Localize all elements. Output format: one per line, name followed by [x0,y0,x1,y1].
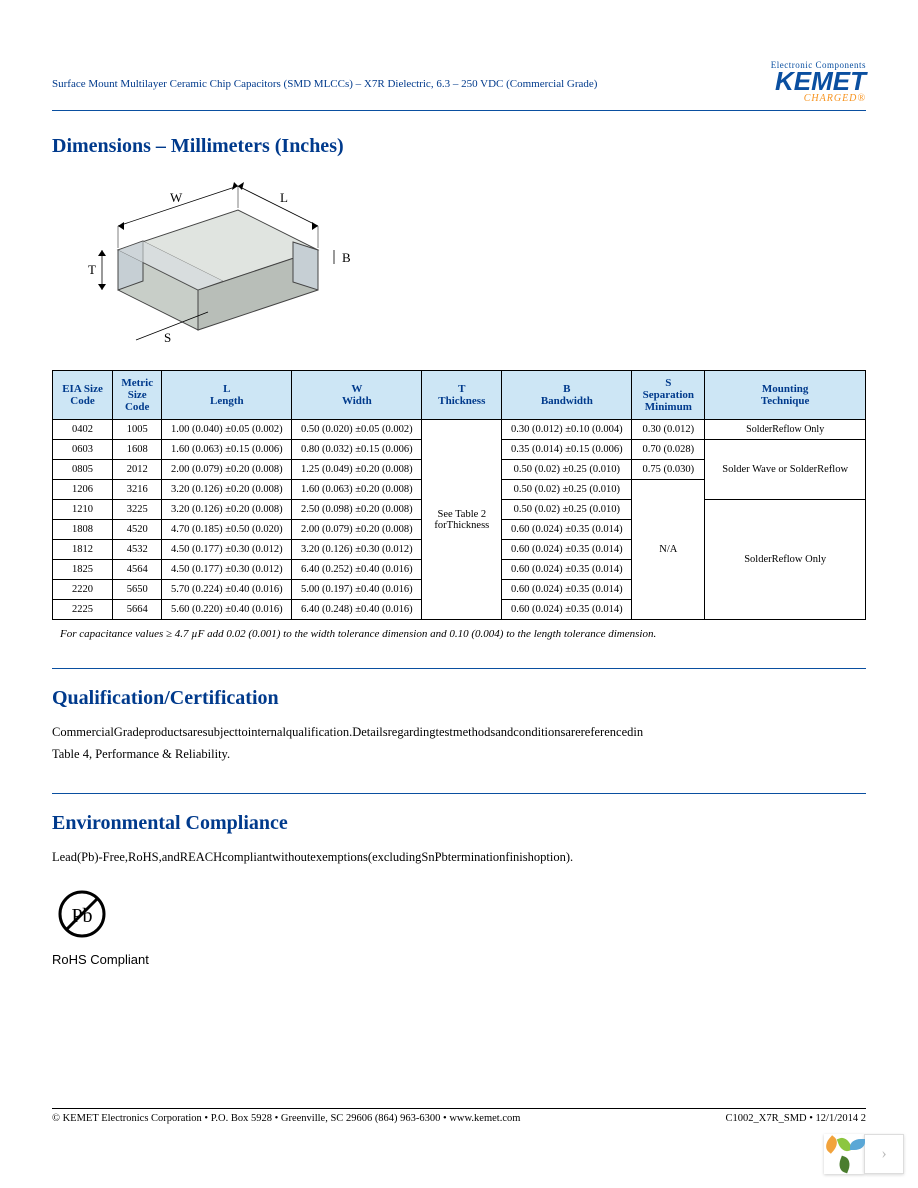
table-cell: 4564 [113,560,162,580]
dim-label-t: T [88,262,96,277]
table-cell: 0.50 (0.02) ±0.25 (0.010) [502,460,632,480]
table-cell: 1210 [53,500,113,520]
table-cell: 0603 [53,440,113,460]
environmental-text: Lead(Pb)-Free,RoHS,andREACHcompliantwith… [52,847,866,868]
table-cell: 4.50 (0.177) ±0.30 (0.012) [162,540,292,560]
table-cell: 6.40 (0.248) ±0.40 (0.016) [292,600,422,620]
table-cell: 5.70 (0.224) ±0.40 (0.016) [162,580,292,600]
table-cell: 3.20 (0.126) ±0.20 (0.008) [162,480,292,500]
qualification-heading: Qualification/Certification [52,687,866,710]
chip-diagram: W L T B S [58,170,358,360]
table-cell: 0.50 (0.02) ±0.25 (0.010) [502,500,632,520]
table-cell: 0.35 (0.014) ±0.15 (0.006) [502,440,632,460]
table-header: EIA SizeCode MetricSizeCode LLength WWid… [53,371,866,420]
table-row: 040210051.00 (0.040) ±0.05 (0.002)0.50 (… [53,420,866,440]
table-cell: 1.60 (0.063) ±0.20 (0.008) [292,480,422,500]
table-cell: 1808 [53,520,113,540]
table-cell: 2.00 (0.079) ±0.20 (0.008) [292,520,422,540]
table-footnote: For capacitance values ≥ 4.7 µF add 0.02… [60,628,866,640]
table-cell: 5650 [113,580,162,600]
rohs-block: Pb RoHS Compliant [52,886,866,967]
section-divider [52,793,866,794]
rohs-icon: Pb [52,886,112,946]
table-cell: SolderReflow Only [705,420,866,440]
footer-left: © KEMET Electronics Corporation • P.O. B… [52,1113,520,1124]
environmental-heading: Environmental Compliance [52,812,866,835]
table-cell: 0.50 (0.02) ±0.25 (0.010) [502,480,632,500]
col-width: WWidth [292,371,422,420]
document-subtitle: Surface Mount Multilayer Ceramic Chip Ca… [52,60,597,90]
table-cell: 2012 [113,460,162,480]
table-cell: 0.60 (0.024) ±0.35 (0.014) [502,540,632,560]
widget-logo-icon[interactable] [824,1134,864,1174]
table-cell: 0.70 (0.028) [632,440,705,460]
rohs-caption: RoHS Compliant [52,952,866,967]
dim-label-s: S [164,330,171,345]
table-cell: 4532 [113,540,162,560]
dimensions-table: EIA SizeCode MetricSizeCode LLength WWid… [52,370,866,620]
table-cell: 2220 [53,580,113,600]
table-cell: 1608 [113,440,162,460]
next-page-button[interactable]: › [864,1134,904,1174]
table-cell: 1.25 (0.049) ±0.20 (0.008) [292,460,422,480]
dim-label-w: W [170,190,183,205]
table-cell: 4.50 (0.177) ±0.30 (0.012) [162,560,292,580]
col-bandwidth: BBandwidth [502,371,632,420]
dimensions-heading: Dimensions – Millimeters (Inches) [52,135,866,158]
header-divider [52,110,866,111]
col-metric: MetricSizeCode [113,371,162,420]
table-cell: 0.60 (0.024) ±0.35 (0.014) [502,600,632,620]
table-cell: See Table 2 forThickness [422,420,502,620]
dim-label-b: B [342,250,351,265]
qualification-text: CommercialGradeproductsaresubjecttointer… [52,722,866,765]
table-cell: 6.40 (0.252) ±0.40 (0.016) [292,560,422,580]
table-cell: 3216 [113,480,162,500]
table-cell: 2.50 (0.098) ±0.20 (0.008) [292,500,422,520]
table-cell: 0.30 (0.012) [632,420,705,440]
table-cell: 0.30 (0.012) ±0.10 (0.004) [502,420,632,440]
table-cell: 1.60 (0.063) ±0.15 (0.006) [162,440,292,460]
logo-text: KEMET [771,70,866,93]
page-header: Surface Mount Multilayer Ceramic Chip Ca… [52,60,866,104]
col-length: LLength [162,371,292,420]
kemet-logo: Electronic Components KEMET CHARGED® [771,60,866,104]
table-cell: 0402 [53,420,113,440]
table-cell: 4.70 (0.185) ±0.50 (0.020) [162,520,292,540]
table-cell: 5.00 (0.197) ±0.40 (0.016) [292,580,422,600]
table-cell: 1206 [53,480,113,500]
table-cell: 0805 [53,460,113,480]
table-cell: 5.60 (0.220) ±0.40 (0.016) [162,600,292,620]
table-cell: 1812 [53,540,113,560]
table-cell: 0.80 (0.032) ±0.15 (0.006) [292,440,422,460]
table-cell: 0.50 (0.020) ±0.05 (0.002) [292,420,422,440]
corner-widget: › [824,1134,904,1174]
page-footer: © KEMET Electronics Corporation • P.O. B… [52,1108,866,1124]
section-divider [52,668,866,669]
table-cell: 1825 [53,560,113,580]
table-cell: 0.75 (0.030) [632,460,705,480]
table-cell: N/A [632,480,705,620]
dim-label-l: L [280,190,288,205]
table-cell: 1.00 (0.040) ±0.05 (0.002) [162,420,292,440]
table-cell: 4520 [113,520,162,540]
col-eia: EIA SizeCode [53,371,113,420]
col-mounting: MountingTechnique [705,371,866,420]
table-cell: 2225 [53,600,113,620]
chevron-right-icon: › [881,1145,886,1163]
table-cell: SolderReflow Only [705,500,866,620]
table-cell: 1005 [113,420,162,440]
table-cell: 3225 [113,500,162,520]
table-cell: 0.60 (0.024) ±0.35 (0.014) [502,520,632,540]
footer-right: C1002_X7R_SMD • 12/1/2014 2 [726,1113,866,1124]
table-cell: 3.20 (0.126) ±0.30 (0.012) [292,540,422,560]
table-cell: 3.20 (0.126) ±0.20 (0.008) [162,500,292,520]
table-cell: 0.60 (0.024) ±0.35 (0.014) [502,560,632,580]
table-cell: 5664 [113,600,162,620]
table-cell: 0.60 (0.024) ±0.35 (0.014) [502,580,632,600]
col-thickness: TThickness [422,371,502,420]
col-separation: SSeparationMinimum [632,371,705,420]
table-cell: Solder Wave or SolderReflow [705,440,866,500]
table-cell: 2.00 (0.079) ±0.20 (0.008) [162,460,292,480]
